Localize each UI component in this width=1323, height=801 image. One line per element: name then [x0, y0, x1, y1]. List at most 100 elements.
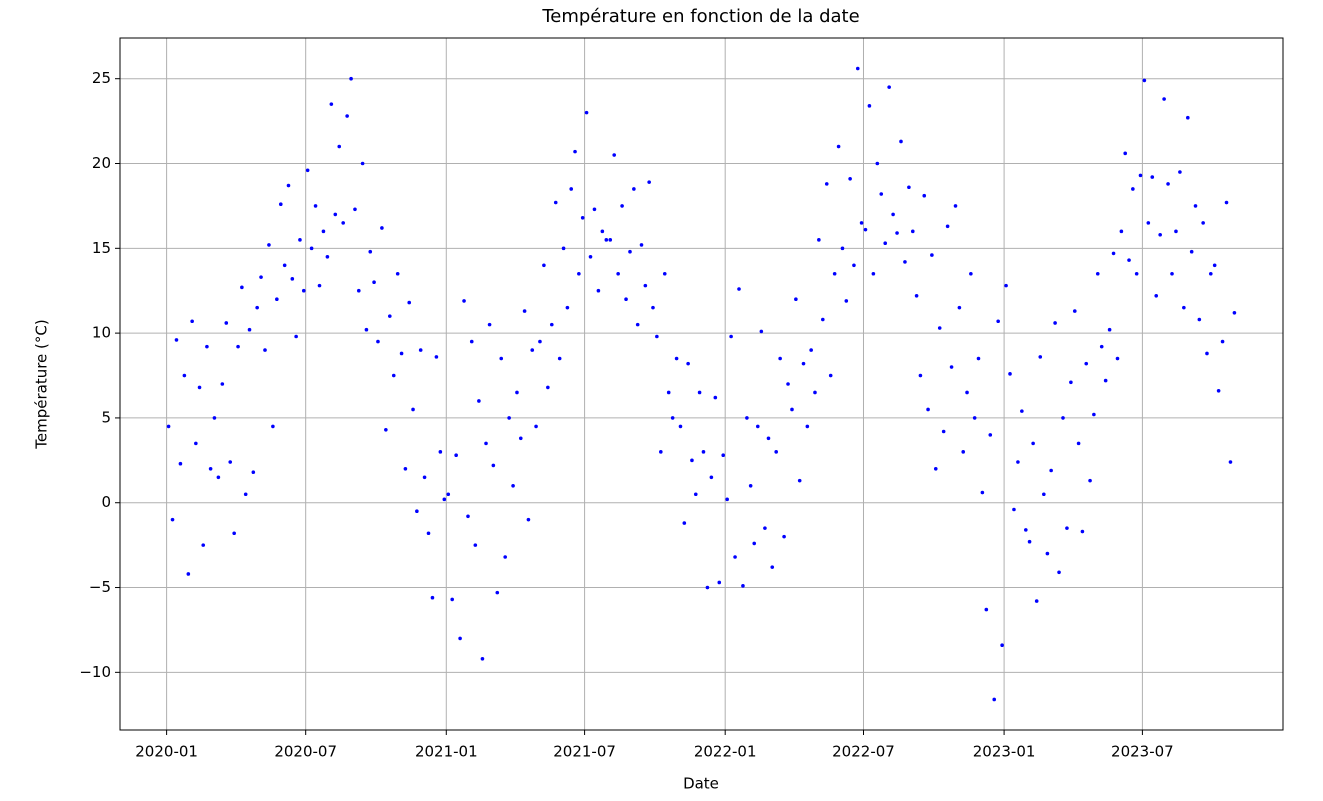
point — [867, 104, 872, 108]
point — [1111, 251, 1116, 256]
point — [1201, 221, 1205, 225]
point — [809, 348, 813, 352]
y-tick-label: 25 — [92, 69, 111, 87]
point — [317, 283, 322, 288]
point — [1212, 263, 1217, 268]
point — [953, 204, 958, 208]
point — [980, 490, 985, 495]
point — [341, 221, 345, 225]
point — [996, 319, 1000, 324]
point — [546, 385, 550, 390]
point — [965, 390, 969, 395]
point — [786, 382, 790, 386]
point — [1170, 271, 1174, 276]
point — [608, 238, 613, 242]
point — [1186, 115, 1190, 120]
point — [313, 204, 318, 208]
point — [538, 339, 542, 344]
point — [883, 241, 888, 246]
x-axis-label: Date — [683, 775, 719, 793]
point — [836, 144, 841, 149]
point — [988, 433, 993, 437]
point — [933, 467, 938, 471]
x-tick-label: 2022-07 — [832, 743, 895, 761]
point — [251, 470, 256, 474]
point — [741, 584, 745, 588]
point — [643, 283, 648, 288]
point — [580, 215, 585, 220]
point — [1038, 355, 1043, 359]
point — [1004, 283, 1008, 288]
point — [278, 202, 283, 207]
point — [403, 467, 408, 471]
point — [380, 226, 384, 230]
point — [1020, 409, 1024, 413]
point — [349, 76, 353, 81]
point — [170, 517, 175, 522]
point — [577, 271, 581, 276]
point — [805, 424, 810, 429]
point — [639, 243, 644, 247]
point — [778, 356, 782, 361]
point — [941, 429, 946, 434]
point — [678, 424, 683, 429]
point — [298, 238, 302, 242]
point — [466, 514, 470, 519]
point — [871, 271, 876, 276]
point — [220, 382, 225, 386]
point — [824, 182, 829, 186]
point — [294, 334, 298, 339]
x-tick-label: 2023-01 — [973, 743, 1036, 761]
point — [1127, 258, 1131, 262]
point — [863, 227, 868, 232]
point — [674, 356, 679, 361]
point — [364, 327, 369, 332]
point — [1012, 507, 1016, 512]
point — [174, 338, 179, 342]
point — [469, 339, 474, 344]
point — [1178, 170, 1182, 174]
point — [321, 229, 326, 234]
point — [729, 334, 733, 339]
point — [828, 373, 833, 378]
point — [937, 326, 942, 330]
point — [503, 555, 507, 559]
point — [1208, 271, 1213, 276]
point — [208, 467, 213, 471]
x-tick-label: 2021-01 — [415, 743, 478, 761]
point — [1146, 221, 1151, 225]
point — [446, 492, 451, 497]
point — [794, 297, 798, 301]
point — [612, 153, 616, 157]
point — [713, 395, 718, 400]
point — [305, 168, 310, 173]
point — [271, 424, 275, 429]
point — [813, 390, 817, 395]
point — [542, 263, 546, 268]
point — [770, 565, 775, 569]
point — [549, 322, 554, 327]
y-tick-label: 15 — [92, 239, 111, 257]
point — [763, 526, 767, 530]
point — [1069, 380, 1073, 385]
point — [899, 139, 903, 144]
point — [1162, 97, 1166, 101]
point — [1045, 551, 1050, 556]
point — [616, 271, 620, 276]
point — [430, 595, 435, 600]
point — [949, 365, 954, 369]
point — [628, 249, 632, 254]
point — [670, 416, 675, 420]
point — [1057, 570, 1061, 575]
point — [686, 361, 690, 366]
point — [1138, 173, 1143, 178]
point — [333, 212, 338, 217]
point — [848, 176, 852, 181]
point — [1205, 351, 1209, 356]
x-tick-label: 2021-07 — [553, 743, 616, 761]
point — [969, 271, 973, 276]
point — [190, 319, 194, 324]
x-tick-label: 2020-07 — [274, 743, 337, 761]
point — [1053, 321, 1057, 325]
point — [1000, 643, 1004, 647]
